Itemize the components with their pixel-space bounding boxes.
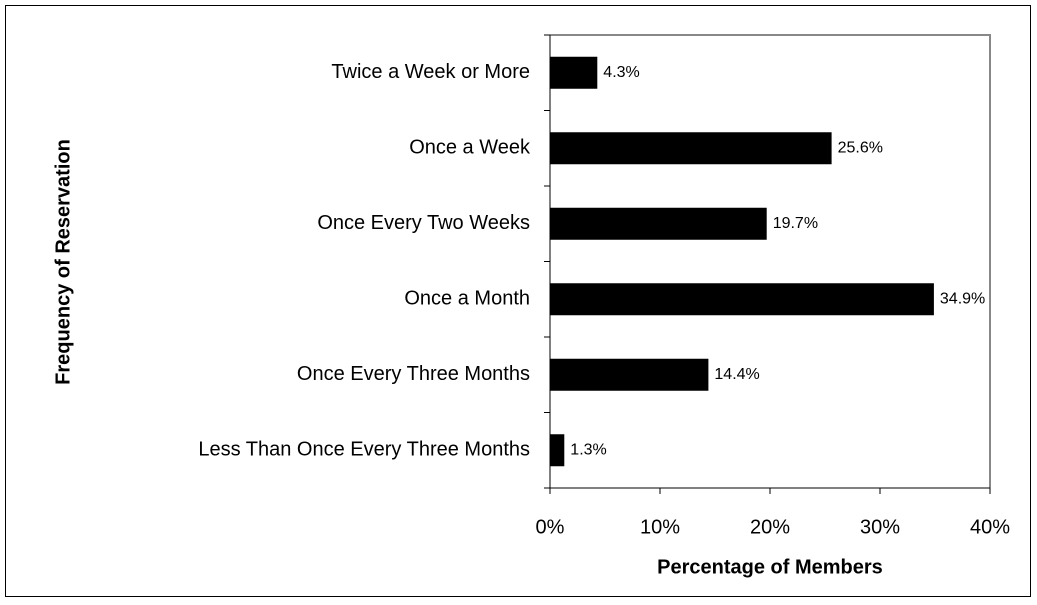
y-tick-label: Once a Week: [409, 137, 531, 159]
bar: [550, 358, 709, 391]
bar: [550, 56, 598, 89]
bar: [550, 434, 565, 467]
y-tick-label: Twice a Week or More: [331, 61, 530, 83]
value-label: 14.4%: [714, 366, 759, 383]
x-tick-label: 10%: [640, 516, 680, 538]
x-tick-label: 40%: [970, 516, 1010, 538]
y-tick-label: Once Every Two Weeks: [317, 212, 530, 234]
value-label: 19.7%: [773, 215, 818, 232]
bar: [550, 283, 934, 316]
value-label: 1.3%: [570, 441, 606, 458]
bar: [550, 207, 767, 240]
x-tick-label: 20%: [750, 516, 790, 538]
y-tick-label: Once a Month: [404, 288, 530, 310]
x-tick-label: 30%: [860, 516, 900, 538]
y-axis-title: Frequency of Reservation: [52, 139, 74, 385]
value-label: 4.3%: [603, 64, 639, 81]
plot-border: [550, 34, 991, 488]
value-label: 34.9%: [940, 290, 985, 307]
x-tick-label: 0%: [536, 516, 565, 538]
y-tick-label: Once Every Three Months: [297, 363, 530, 385]
y-tick-label: Less Than Once Every Three Months: [198, 439, 530, 461]
x-axis-title: Percentage of Members: [657, 556, 883, 578]
value-label: 25.6%: [838, 139, 883, 156]
bar: [550, 132, 832, 165]
